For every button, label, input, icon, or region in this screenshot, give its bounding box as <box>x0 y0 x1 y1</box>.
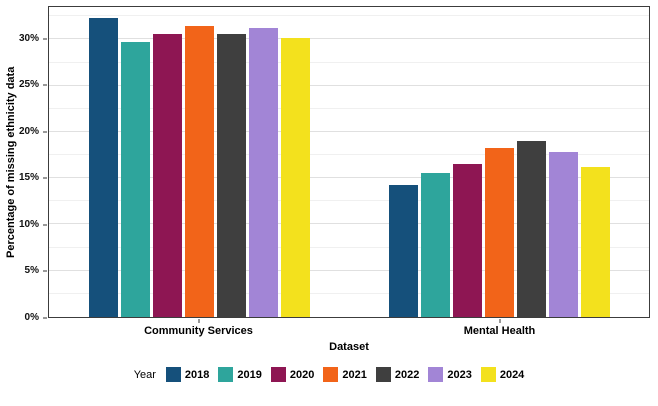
y-tick-mark <box>43 317 47 319</box>
bar-2018-community-services <box>88 18 118 317</box>
y-tick-mark <box>43 224 47 226</box>
y-tick-mark <box>43 270 47 272</box>
legend-swatch-2024 <box>480 367 496 382</box>
plot-panel <box>48 6 650 318</box>
y-tick-mark <box>43 131 47 133</box>
gridline-major <box>49 223 649 225</box>
legend-item-2018: 2018 <box>165 367 210 382</box>
y-tick-label: 25% <box>18 79 39 91</box>
gridline-minor <box>49 292 649 294</box>
gridlines <box>49 7 649 317</box>
legend-item-2024: 2024 <box>480 367 525 382</box>
y-tick-mark <box>43 84 47 86</box>
bar-groups <box>49 7 649 317</box>
y-tick-mark <box>43 177 47 179</box>
legend-label-2019: 2019 <box>237 368 262 381</box>
gridline-minor <box>49 246 649 248</box>
bar-2021-community-services <box>184 25 214 317</box>
legend-item-2023: 2023 <box>428 367 472 382</box>
legend-label-2018: 2018 <box>184 368 210 381</box>
legend-item-2019: 2019 <box>218 367 262 382</box>
bar-group-community-services <box>49 7 349 317</box>
gridline-minor <box>49 107 649 109</box>
legend-label-2020: 2020 <box>289 368 315 381</box>
legend-swatch-2022 <box>375 367 391 382</box>
bar-2024-community-services <box>280 37 310 317</box>
x-tick-mark <box>198 319 199 323</box>
bar-2023-mental-health <box>548 152 578 317</box>
gridline-major <box>49 177 649 179</box>
bar-2024-mental-health <box>580 167 610 317</box>
legend-items: 2018 2019 2020 2021 2022 2023 2024 <box>165 367 525 382</box>
y-tick-label: 30% <box>18 32 39 44</box>
bar-2020-mental-health <box>452 164 482 317</box>
y-tick-label: 20% <box>18 125 39 137</box>
gridline-major <box>49 38 649 40</box>
bar-2022-community-services <box>216 33 246 317</box>
x-tick-label-community-services: Community Services <box>144 325 253 337</box>
bar-2021-mental-health <box>484 147 514 317</box>
y-axis: 0% 5% 10% 15% 20% 25% 30% <box>0 6 48 323</box>
gridline-major <box>49 269 649 271</box>
x-axis: Community Services Mental Health <box>48 319 650 339</box>
y-tick-mark <box>43 38 47 40</box>
legend-item-2020: 2020 <box>270 367 315 382</box>
bar-2022-mental-health <box>516 141 546 317</box>
bar-2020-community-services <box>152 33 182 317</box>
legend-label-2021: 2021 <box>342 368 367 381</box>
bar-2019-mental-health <box>420 172 450 317</box>
legend-swatch-2018 <box>165 367 181 382</box>
gridline-major <box>49 84 649 86</box>
legend-item-2022: 2022 <box>375 367 420 382</box>
bar-2023-community-services <box>248 28 278 317</box>
legend-label-2022: 2022 <box>394 368 420 381</box>
legend-swatch-2019 <box>218 367 234 382</box>
y-tick-label: 0% <box>24 312 39 323</box>
legend-item-2021: 2021 <box>323 367 367 382</box>
legend-label-2024: 2024 <box>499 368 525 381</box>
legend-swatch-2020 <box>270 367 286 382</box>
x-tick-mark <box>499 319 500 323</box>
gridline-minor <box>49 61 649 63</box>
legend-title: Year <box>133 368 156 381</box>
gridline-minor <box>49 200 649 202</box>
legend-swatch-2023 <box>428 367 444 382</box>
y-tick-label: 15% <box>18 172 39 184</box>
legend-label-2023: 2023 <box>447 368 472 381</box>
gridline-major <box>49 130 649 132</box>
y-tick-label: 5% <box>24 265 39 277</box>
legend-swatch-2021 <box>323 367 339 382</box>
x-tick-label-mental-health: Mental Health <box>463 325 536 337</box>
y-tick-label: 10% <box>18 218 39 230</box>
legend: Year 2018 2019 2020 2021 2022 2023 2024 <box>0 367 658 382</box>
bar-2018-mental-health <box>388 184 418 317</box>
bar-group-mental-health <box>349 7 649 317</box>
gridline-minor <box>49 154 649 156</box>
bar-2019-community-services <box>120 42 150 317</box>
x-axis-title: Dataset <box>329 341 369 353</box>
gridline-minor <box>49 15 649 17</box>
